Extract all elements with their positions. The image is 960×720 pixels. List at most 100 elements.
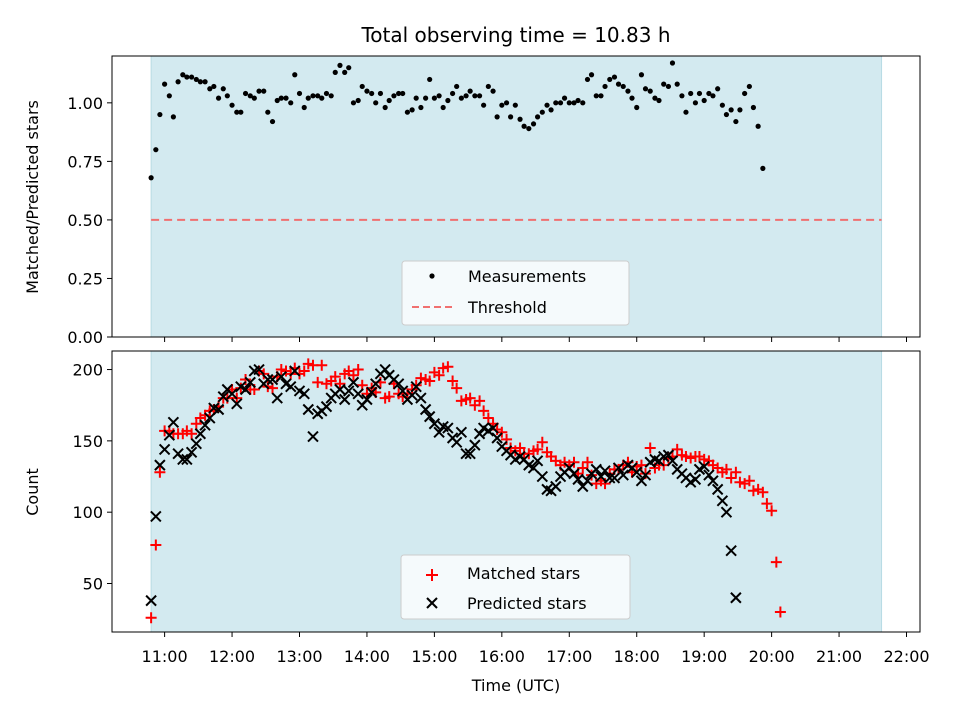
measurement-point xyxy=(175,79,181,85)
measurement-point xyxy=(534,114,541,120)
measurement-point xyxy=(625,88,631,94)
measurement-point xyxy=(760,165,766,171)
y-tick-label: 0.50 xyxy=(67,211,103,230)
predicted-star-point xyxy=(194,428,207,440)
measurement-point xyxy=(364,88,370,94)
predicted-star-point xyxy=(716,495,729,507)
predicted-star-point xyxy=(730,592,742,604)
predicted-star-point xyxy=(361,393,373,406)
measurement-point xyxy=(602,83,608,90)
measurement-point xyxy=(242,90,249,97)
matched-legend-marker xyxy=(426,569,438,581)
measurement-point xyxy=(719,102,725,108)
matched-star-point xyxy=(725,472,737,484)
measurement-point xyxy=(391,93,397,99)
measurement-point xyxy=(337,62,343,68)
y-tick-label: 200 xyxy=(72,361,103,380)
measurement-point xyxy=(261,88,267,94)
predicted-star-point xyxy=(298,388,310,400)
matched-star-point xyxy=(644,442,656,454)
measurement-point xyxy=(288,100,294,106)
matched-star-point xyxy=(433,369,445,381)
x-tick-label: 16:00 xyxy=(479,647,525,666)
measurement-point xyxy=(548,107,554,113)
predicted-star-point xyxy=(415,392,427,404)
matched-star-point xyxy=(747,485,759,497)
predicted-star-point xyxy=(604,472,616,484)
ratio-panel-frame xyxy=(111,55,921,338)
measurement-point xyxy=(544,102,550,108)
ratio-y-ticks: 0.00 0.25 0.50 0.75 1.00 xyxy=(67,94,112,347)
measurement-point xyxy=(746,83,752,90)
measurement-point xyxy=(728,107,734,113)
predicted-star-point xyxy=(181,453,193,466)
measurement-point xyxy=(234,109,240,115)
measurement-point xyxy=(494,114,500,120)
predicted-star-point xyxy=(707,475,719,487)
predicted-star-point xyxy=(158,443,171,456)
measurement-point xyxy=(539,109,545,115)
measurement-point xyxy=(220,86,226,92)
matched-star-point xyxy=(154,466,166,478)
measurement-point xyxy=(157,111,163,118)
predicted-star-point xyxy=(302,403,314,416)
measurement-point xyxy=(701,97,707,104)
ratio-legend: Measurements Threshold xyxy=(401,260,630,326)
predicted-star-point xyxy=(352,388,364,400)
measurement-point xyxy=(642,86,649,92)
predicted-star-point xyxy=(239,383,252,396)
measurement-point xyxy=(436,93,442,99)
measurement-point xyxy=(153,147,159,153)
measurement-point xyxy=(588,72,595,78)
measurement-point xyxy=(661,81,667,87)
matched-star-point xyxy=(145,612,157,624)
predicted-star-point xyxy=(285,380,297,393)
measurement-point xyxy=(688,90,694,97)
measurement-point xyxy=(467,88,473,94)
predicted-star-point xyxy=(442,422,454,434)
predicted-star-point xyxy=(253,363,265,376)
predicted-star-point xyxy=(608,472,621,484)
matched-star-point xyxy=(482,412,494,424)
predicted-star-point xyxy=(617,469,629,481)
matched-star-point xyxy=(734,476,746,488)
measurement-point xyxy=(553,100,559,106)
matched-star-point xyxy=(312,376,324,388)
matched-star-point xyxy=(424,375,436,387)
matched-star-point xyxy=(671,443,683,455)
matched-star-point xyxy=(698,453,710,465)
predicted-star-point xyxy=(689,473,702,486)
predicted-star-point xyxy=(379,363,391,376)
measurement-point xyxy=(305,95,311,101)
matched-star-point xyxy=(568,456,580,468)
measurement-point xyxy=(647,88,653,94)
predicted-star-point xyxy=(599,465,611,477)
x-tick-label: 19:00 xyxy=(681,647,727,666)
matched-star-point xyxy=(774,606,786,618)
predicted-star-point xyxy=(428,418,441,430)
measurement-point xyxy=(328,93,334,99)
measurement-point xyxy=(202,79,208,85)
count-legend-box xyxy=(400,554,631,620)
predicted-star-point xyxy=(266,373,279,386)
count-x-ticks: 11:00 12:00 13:00 14:00 15:00 16:00 17:00 18:00… xyxy=(142,632,930,666)
measurement-point xyxy=(580,100,586,106)
measurement-point xyxy=(571,100,577,106)
predicted-star-point xyxy=(370,378,382,390)
measurement-point xyxy=(323,90,330,97)
measurement-point xyxy=(278,95,284,101)
matched-star-point xyxy=(532,443,544,455)
y-tick-label: 0.75 xyxy=(67,152,103,171)
x-tick-label: 21:00 xyxy=(816,647,862,666)
matched-star-point xyxy=(190,418,202,430)
measurement-point xyxy=(346,65,352,71)
predicted-star-point xyxy=(423,410,436,423)
measurement-point xyxy=(184,74,190,80)
predicted-star-point xyxy=(581,475,594,487)
matched-star-point xyxy=(536,436,548,448)
measurement-point xyxy=(396,90,402,97)
measurement-point xyxy=(755,123,761,129)
predicted-star-point xyxy=(167,416,180,429)
matched-star-point xyxy=(334,378,346,390)
